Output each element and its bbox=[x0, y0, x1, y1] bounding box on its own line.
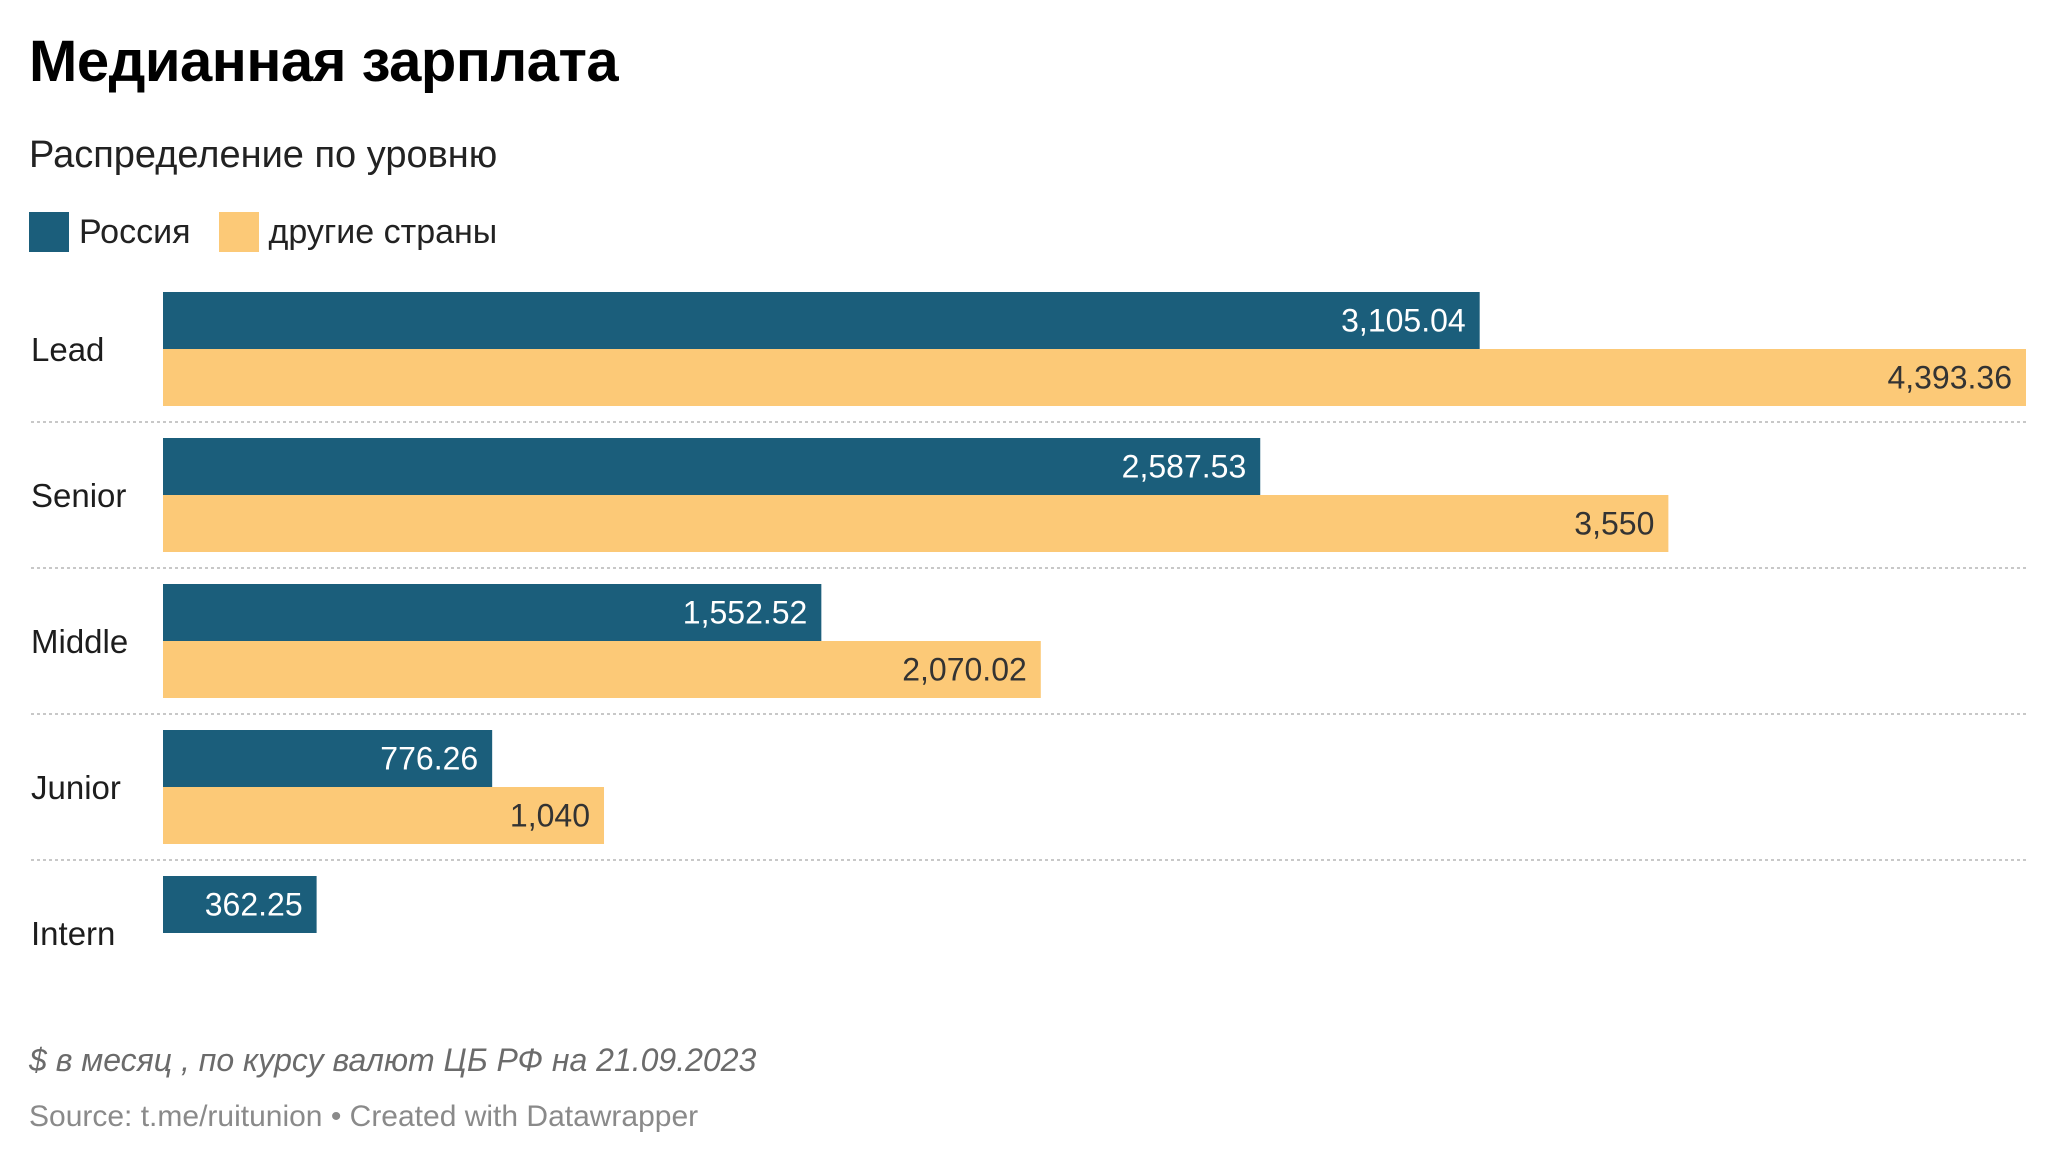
legend-item-russia: Россия bbox=[29, 212, 191, 252]
bar-value-label: 776.26 bbox=[380, 741, 478, 777]
category-label: Junior bbox=[31, 769, 121, 806]
chart-title: Медианная зарплата bbox=[29, 29, 619, 94]
bar-value-label: 362.25 bbox=[205, 887, 303, 923]
legend-label-other: другие страны bbox=[268, 212, 498, 251]
category-label: Middle bbox=[31, 623, 128, 660]
bar-value-label: 3,550 bbox=[1574, 506, 1654, 542]
bar-other-countries bbox=[163, 349, 2026, 406]
bar-other-countries bbox=[163, 495, 1669, 552]
category-label: Lead bbox=[31, 331, 104, 368]
bar-value-label: 3,105.04 bbox=[1341, 303, 1466, 339]
bar-russia bbox=[163, 438, 1261, 495]
legend-label-russia: Россия bbox=[79, 212, 191, 251]
bar-value-label: 4,393.36 bbox=[1887, 360, 2012, 396]
category-label: Senior bbox=[31, 477, 126, 514]
bar-russia bbox=[163, 584, 822, 641]
bar-other-countries bbox=[163, 787, 605, 844]
bar-chart: Lead 3,105.04 4,393.36 Senior 2,587.53 3,550 M… bbox=[31, 292, 2026, 952]
bar-value-label: 1,552.52 bbox=[683, 595, 808, 631]
bar-other-countries bbox=[163, 641, 1041, 698]
chart-subtitle: Распределение по уровню bbox=[29, 134, 498, 176]
bar-value-label: 2,587.53 bbox=[1122, 449, 1247, 485]
legend: Россия другие страны bbox=[29, 212, 525, 252]
legend-swatch-russia bbox=[29, 212, 69, 252]
bar-russia bbox=[163, 730, 493, 787]
legend-swatch-other bbox=[218, 212, 259, 252]
chart-source: Source: t.me/ruitunion • Created with Da… bbox=[29, 1100, 699, 1133]
chart-notes: $ в месяц , по курсу валют ЦБ РФ на 21.0… bbox=[29, 1042, 757, 1078]
bar-value-label: 1,040 bbox=[510, 798, 590, 834]
bar-russia bbox=[163, 292, 1480, 349]
bar-value-label: 2,070.02 bbox=[902, 652, 1027, 688]
legend-item-other: другие страны bbox=[218, 212, 498, 252]
category-label: Intern bbox=[31, 915, 115, 952]
bar-russia bbox=[163, 876, 317, 933]
